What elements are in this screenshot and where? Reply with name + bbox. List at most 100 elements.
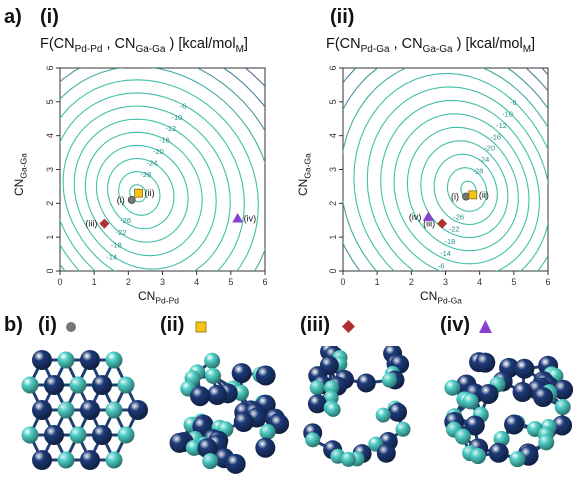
- x-tick-label: 0: [57, 277, 62, 287]
- ga-atom: [117, 426, 135, 444]
- contour-line: [380, 99, 540, 271]
- pd-atom: [32, 350, 52, 370]
- contour-line: [60, 68, 265, 132]
- contour-value-label: -28: [473, 166, 484, 175]
- pd-atom: [44, 425, 64, 445]
- pd-atom: [553, 379, 574, 400]
- pd-atom: [514, 358, 535, 379]
- contour-plot-i: 0 1 2 3 4 5 6 0 1 2 3 4 5 6 -6 -10 -12 -16 -20 -24 -28 -26 -22…: [45, 65, 268, 287]
- pd-atom: [464, 415, 485, 436]
- ga-atom: [340, 451, 356, 467]
- ga-atom: [305, 432, 321, 448]
- ga-atom: [454, 428, 471, 445]
- cluster-iii-marker-icon: [342, 320, 355, 333]
- marker-diamond: [437, 218, 448, 229]
- y-tick-label: 3: [45, 167, 55, 172]
- pd-atom: [128, 400, 148, 420]
- contour-line: [353, 72, 548, 271]
- y-tick-label: 5: [45, 99, 55, 104]
- y-tick-label: 4: [328, 133, 338, 138]
- ga-atom: [259, 423, 276, 440]
- contour-line: [118, 171, 161, 216]
- ga-atom: [462, 393, 479, 410]
- ga-atom: [493, 430, 510, 447]
- marker-triangle: [422, 211, 434, 221]
- contour-value-label: -16: [159, 136, 170, 145]
- contour-value-label: -6: [180, 101, 187, 110]
- marker-label: (iv): [409, 212, 422, 222]
- contour-value-label: -24: [147, 158, 158, 167]
- pd-atom: [80, 400, 100, 420]
- pd-atom: [32, 400, 52, 420]
- ga-atom: [538, 434, 555, 451]
- contour-value-label: -10: [502, 109, 513, 118]
- cluster-iv-marker-icon: [479, 320, 492, 333]
- cluster-iv-structure: [444, 352, 574, 468]
- pd-atom: [475, 352, 496, 373]
- contour-line: [60, 68, 265, 271]
- contour-line: [366, 86, 548, 271]
- x-tick-label: 2: [409, 277, 414, 287]
- x-tick-label: 0: [340, 277, 345, 287]
- ga-atom: [444, 379, 461, 396]
- contour-value-label: -14: [106, 253, 117, 262]
- pd-atom: [504, 414, 525, 435]
- marker-square: [468, 190, 478, 200]
- pd-atom: [197, 438, 218, 459]
- ga-atom: [375, 407, 391, 423]
- ga-atom: [469, 448, 486, 465]
- plot-i-title: F(CNPd-Pd , CNGa-Ga ) [kcal/molM]: [40, 36, 248, 55]
- y-tick-label: 6: [45, 65, 55, 70]
- pd-atom: [190, 386, 211, 407]
- x-tick-label: 5: [228, 277, 233, 287]
- contour-line: [84, 131, 203, 257]
- y-tick-label: 0: [45, 268, 55, 273]
- contour-value-label: -28: [140, 170, 151, 179]
- pd-atom: [376, 443, 396, 463]
- ga-atom: [204, 352, 221, 369]
- marker-label: (ii): [479, 190, 489, 200]
- pd-atom: [169, 432, 190, 453]
- pd-atom: [92, 425, 112, 445]
- contour-line: [62, 105, 231, 271]
- x-tick-label: 6: [545, 277, 550, 287]
- plot-ii-title: F(CNPd-Ga , CNGa-Ga ) [kcal/molM]: [326, 36, 536, 55]
- pd-atom: [533, 387, 554, 408]
- contour-line: [73, 118, 217, 270]
- plot-i-ylabel: CNGa-Ga: [12, 153, 29, 196]
- contour-line: [406, 126, 519, 252]
- y-tick-label: 3: [328, 167, 338, 172]
- plot-ii-xlabel: CNPd-Ga: [420, 289, 462, 306]
- contour-value-label: -22: [116, 228, 127, 237]
- contour-line: [343, 68, 548, 271]
- contour-line: [95, 144, 189, 243]
- pd-atom: [552, 415, 573, 436]
- plot-i-label: (i): [40, 6, 59, 28]
- pd-atom: [512, 382, 533, 403]
- panel-b-label: b): [4, 314, 23, 336]
- contour-line: [420, 140, 509, 239]
- contour-value-label: -22: [449, 225, 460, 234]
- pd-atom: [44, 375, 64, 395]
- contour-value-label: -24: [478, 155, 489, 164]
- ga-atom: [69, 426, 87, 444]
- contour-value-label: -26: [120, 216, 131, 225]
- pd-atom: [80, 350, 100, 370]
- contour-line: [107, 157, 175, 230]
- contour-value-label: -6: [438, 261, 445, 270]
- y-tick-label: 5: [328, 99, 338, 104]
- cluster-i-label: (i): [38, 314, 57, 336]
- contour-value-label: -20: [153, 147, 164, 156]
- x-tick-label: 4: [194, 277, 199, 287]
- x-tick-label: 1: [375, 277, 380, 287]
- cluster-i-structure: [21, 350, 148, 470]
- marker-label: (ii): [145, 188, 155, 198]
- x-tick-label: 5: [511, 277, 516, 287]
- y-tick-label: 1: [328, 235, 338, 240]
- contour-value-label: -14: [440, 249, 451, 258]
- ga-atom: [69, 376, 87, 394]
- marker-circle: [127, 196, 136, 204]
- ga-atom: [381, 372, 397, 388]
- ga-atom: [57, 351, 75, 369]
- contour-line: [433, 153, 498, 226]
